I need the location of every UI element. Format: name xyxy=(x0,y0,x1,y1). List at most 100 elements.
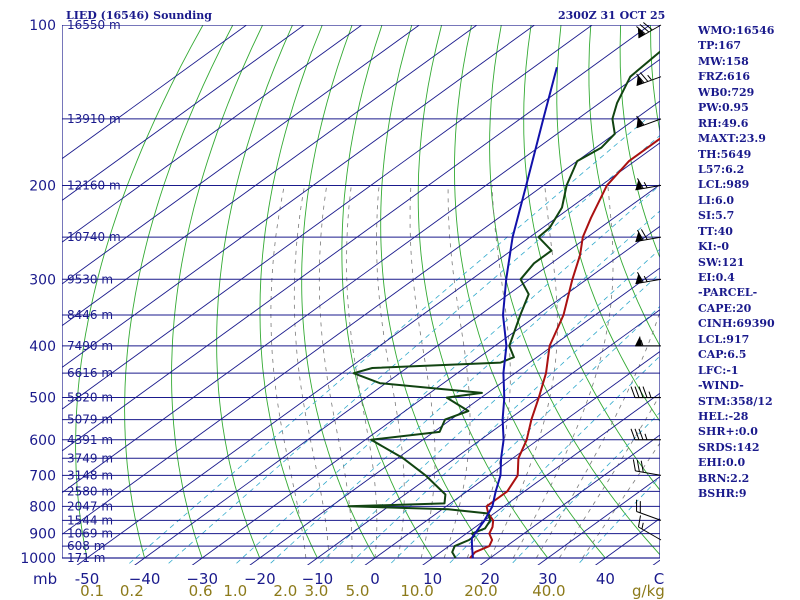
temperature-profile xyxy=(469,137,660,559)
moist-adiabat xyxy=(409,185,436,559)
mixing-ratio-tick-label: 1.0 xyxy=(223,582,247,600)
mixing-ratio-tick-label: 0.1 xyxy=(80,582,104,600)
temperature-axis-cap: C xyxy=(654,570,664,588)
isotherm xyxy=(62,100,660,535)
stat-item: CINH:69390 xyxy=(698,317,775,331)
isotherm xyxy=(62,25,305,202)
stat-item: MAXT:23.9 xyxy=(698,132,766,146)
wind-barb xyxy=(636,499,662,521)
stat-item: EI:0.4 xyxy=(698,271,735,284)
isotherm xyxy=(422,392,660,565)
stat-item: TT:40 xyxy=(698,224,733,238)
isotherm xyxy=(134,183,660,565)
height-label: 3148 m xyxy=(67,468,113,482)
stat-item: CAPE:20 xyxy=(698,301,752,315)
mixing-ratio-tick-label: 0.2 xyxy=(120,582,144,600)
wind-barb xyxy=(630,428,661,441)
temperature-tick-label: 20 xyxy=(481,570,500,588)
isotherm xyxy=(191,225,660,565)
wind-barb xyxy=(636,72,662,87)
height-label: 4391 m xyxy=(67,433,113,447)
height-label: 9530 m xyxy=(67,272,113,286)
stat-item: SW:121 xyxy=(698,255,745,269)
stat-item: LI:6.0 xyxy=(698,193,735,207)
wind-barb xyxy=(636,115,662,129)
background-lines xyxy=(62,25,660,565)
height-label: 5820 m xyxy=(67,391,113,405)
moist-adiabat xyxy=(512,185,614,559)
isotherm xyxy=(62,25,363,243)
pressure-tick-label: 500 xyxy=(29,391,56,407)
dewpoint-profile xyxy=(347,50,660,559)
stat-item: TH:5649 xyxy=(698,147,752,161)
isotherm xyxy=(62,58,660,494)
mixing-ratio-tick-label: 5.0 xyxy=(346,582,370,600)
wind-barbs xyxy=(630,22,662,541)
dry-adiabat xyxy=(523,25,660,491)
stability-index-list: WMO:16546 TP:167 MW:158 FRZ:616 WB0:729 PW:0.… xyxy=(698,23,775,502)
mixing-ratio-line xyxy=(268,210,660,565)
isotherm xyxy=(62,25,536,368)
temperature-tick-label: 30 xyxy=(538,570,557,588)
stat-item: TP:167 xyxy=(698,39,742,53)
isotherm xyxy=(249,267,660,565)
stat-item: HEL:-28 xyxy=(698,409,749,423)
wind-barb xyxy=(635,272,662,285)
mixing-ratio-tick-label: 10.0 xyxy=(400,582,433,600)
wind-barb xyxy=(636,22,662,39)
pressure-tick-label: 1000 xyxy=(20,551,56,567)
height-label: 10740 m xyxy=(67,230,121,244)
stat-item: SRDS:142 xyxy=(698,440,760,454)
moist-adiabat xyxy=(535,310,660,559)
stat-item: BRN:2.2 xyxy=(698,471,750,485)
pressure-tick-label: 900 xyxy=(29,527,56,543)
pressure-unit-label: mb xyxy=(33,570,57,588)
stat-item: FRZ:616 xyxy=(698,70,751,84)
wind-barb xyxy=(632,459,662,476)
stat-item: LFC:-1 xyxy=(698,363,739,377)
height-label: 7490 m xyxy=(67,339,113,353)
isotherm xyxy=(364,350,660,565)
temperature-tick-label: −30 xyxy=(186,570,218,588)
temperature-tick-label: -50 xyxy=(75,570,100,588)
pressure-tick-label: 300 xyxy=(29,272,56,288)
wind-barb xyxy=(630,386,661,399)
stat-item: CAP:6.5 xyxy=(698,348,747,362)
observation-time: 2300Z 31 OCT 25 xyxy=(558,9,666,22)
stat-item: KI:-0 xyxy=(698,240,729,254)
sounding-profiles xyxy=(347,50,660,559)
stat-item: STM:358/12 xyxy=(698,394,773,408)
mixing-ratio-tick-label: 0.6 xyxy=(189,582,213,600)
isotherm xyxy=(479,434,660,565)
height-label: 1544 m xyxy=(67,513,113,527)
stat-item: EHI:0.0 xyxy=(698,456,746,470)
temperature-tick-label: 40 xyxy=(596,570,615,588)
isotherm xyxy=(76,142,660,565)
mixing-ratio-tick-label: 20.0 xyxy=(464,582,497,600)
pressure-tick-label: 400 xyxy=(29,339,56,355)
pressure-tick-label: 600 xyxy=(29,433,56,449)
moist-adiabat xyxy=(582,442,660,559)
wind-barb xyxy=(635,178,662,191)
dry-adiabat xyxy=(171,25,264,559)
stat-item: PW:0.95 xyxy=(698,101,749,115)
height-label: 6616 m xyxy=(67,366,113,380)
mixing-ratio-tick-label: 3.0 xyxy=(305,582,329,600)
wind-barb xyxy=(637,515,662,541)
dry-adiabat xyxy=(124,25,234,559)
stat-item: L57:6.2 xyxy=(698,162,745,176)
station-title: LIED (16546) Sounding xyxy=(66,9,212,22)
pressure-tick-label: 100 xyxy=(29,18,56,34)
stat-item: SHR+:0.0 xyxy=(698,425,758,439)
stat-item: WB0:729 xyxy=(698,85,755,99)
height-label: 16550 m xyxy=(67,18,121,32)
stat-item: BSHR:9 xyxy=(698,487,747,501)
pressure-tick-label: 700 xyxy=(29,468,56,484)
moist-adiabat xyxy=(293,185,330,559)
isotherm xyxy=(62,25,421,285)
stat-item: LCL:989 xyxy=(698,178,750,192)
stat-item: LCL:917 xyxy=(698,332,750,346)
height-label: 8446 m xyxy=(67,308,113,322)
